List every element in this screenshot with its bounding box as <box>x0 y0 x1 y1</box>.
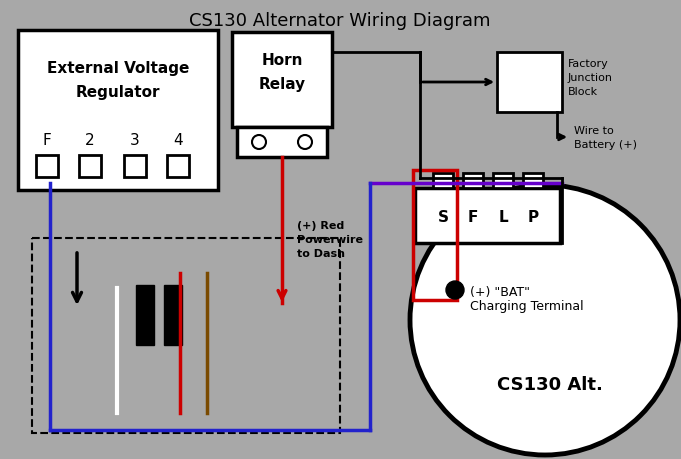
Text: Factory: Factory <box>568 59 609 69</box>
Bar <box>463 173 483 188</box>
Text: Junction: Junction <box>568 73 613 83</box>
Bar <box>32 238 340 433</box>
Text: F: F <box>43 133 51 147</box>
Bar <box>415 188 560 243</box>
Text: to Dash: to Dash <box>297 249 345 259</box>
Bar <box>18 30 218 190</box>
Circle shape <box>446 281 464 299</box>
Text: Relay: Relay <box>258 77 306 91</box>
Bar <box>237 127 327 157</box>
Bar <box>497 52 562 112</box>
Text: (+) "BAT": (+) "BAT" <box>470 285 530 298</box>
Circle shape <box>410 185 680 455</box>
Bar <box>136 285 154 345</box>
Bar <box>79 155 101 177</box>
Bar <box>413 170 457 300</box>
Text: P: P <box>528 210 539 225</box>
Bar <box>124 155 146 177</box>
Text: 4: 4 <box>173 133 183 147</box>
Text: Wire to: Wire to <box>574 126 614 136</box>
Bar <box>164 285 182 345</box>
Text: Regulator: Regulator <box>76 84 160 100</box>
Text: CS130 Alt.: CS130 Alt. <box>497 376 603 394</box>
Text: 3: 3 <box>130 133 140 147</box>
Bar <box>433 173 453 188</box>
Text: Block: Block <box>568 87 598 97</box>
Bar <box>523 173 543 188</box>
Text: (+) Red: (+) Red <box>297 221 345 231</box>
Circle shape <box>298 135 312 149</box>
Text: Powerwire: Powerwire <box>297 235 363 245</box>
Text: 2: 2 <box>85 133 95 147</box>
Bar <box>493 173 513 188</box>
Text: External Voltage: External Voltage <box>47 61 189 75</box>
Text: S: S <box>437 210 449 225</box>
Text: F: F <box>468 210 478 225</box>
Bar <box>36 155 58 177</box>
Circle shape <box>252 135 266 149</box>
Bar <box>232 32 332 127</box>
Text: CS130 Alternator Wiring Diagram: CS130 Alternator Wiring Diagram <box>189 12 491 30</box>
Text: Charging Terminal: Charging Terminal <box>470 300 584 313</box>
Text: Battery (+): Battery (+) <box>574 140 637 150</box>
Bar <box>167 155 189 177</box>
Text: L: L <box>498 210 508 225</box>
Text: Horn: Horn <box>262 52 303 67</box>
